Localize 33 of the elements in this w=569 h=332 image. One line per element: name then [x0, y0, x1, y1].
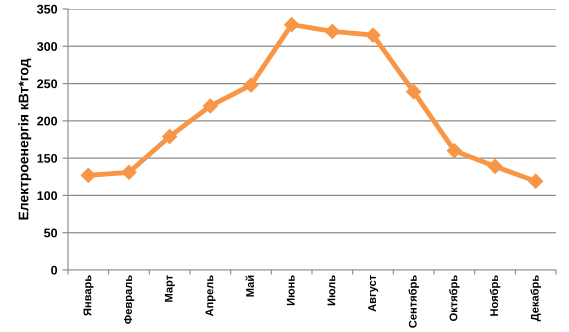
point: [243, 77, 259, 93]
point: [406, 84, 422, 100]
y-tick-label: 50: [44, 228, 58, 238]
point: [121, 164, 137, 180]
point: [487, 158, 503, 174]
point: [202, 98, 218, 114]
x-tick-label: Ноябрь: [490, 275, 500, 316]
point: [446, 143, 462, 158]
point: [365, 28, 381, 43]
point: [284, 17, 300, 32]
x-tick-label: Август: [368, 275, 378, 312]
y-tick-label: 200: [37, 116, 58, 126]
x-tick-label: Май: [246, 276, 254, 297]
y-tick-label: 150: [38, 154, 58, 163]
y-tick-label: 100: [38, 191, 58, 200]
point: [324, 24, 340, 39]
point: [162, 128, 178, 144]
point: [80, 168, 96, 183]
x-tick-label: Октябрь: [449, 275, 460, 322]
x-tick-label: Июль: [328, 275, 336, 306]
x-tick-label: Июнь: [286, 275, 295, 306]
y-axis-title: Електроенергія кВт*год: [18, 58, 32, 220]
x-tick-label: Декабрь: [530, 275, 541, 322]
x-tick-label: Март: [164, 275, 175, 302]
x-tick-label: Февраль: [124, 275, 134, 324]
y-tick-label: 300: [37, 42, 58, 51]
x-tick-label: Январь: [84, 275, 94, 316]
x-tick-label: Апрель: [206, 275, 216, 316]
x-tick-label: Сентябрь: [408, 275, 419, 328]
y-tick-label: 350: [37, 4, 58, 14]
point: [528, 174, 544, 189]
y-tick-label: 0: [51, 266, 58, 275]
y-tick-label: 250: [37, 79, 58, 88]
